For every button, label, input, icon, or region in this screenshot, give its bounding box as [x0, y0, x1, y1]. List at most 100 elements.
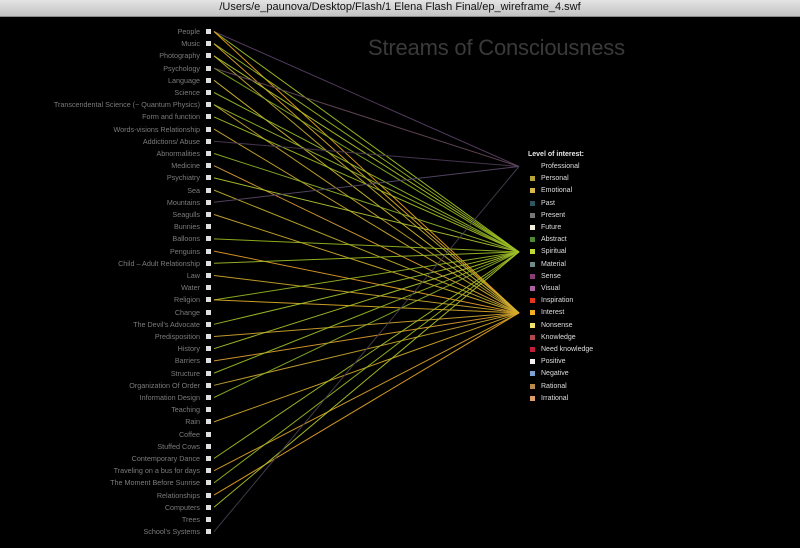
- legend-item[interactable]: Spiritual: [528, 246, 668, 258]
- topic-item[interactable]: Words-visions Relationship: [0, 124, 214, 136]
- legend-item[interactable]: Future: [528, 222, 668, 234]
- topic-item[interactable]: Psychology: [0, 63, 214, 75]
- topic-checkbox[interactable]: [206, 321, 211, 327]
- topic-checkbox[interactable]: [206, 29, 211, 34]
- topic-checkbox[interactable]: [206, 175, 211, 181]
- topic-item[interactable]: Transcendental Science (~ Quantum Physic…: [0, 99, 214, 111]
- topic-checkbox[interactable]: [206, 77, 211, 83]
- topic-item[interactable]: Bunnies: [0, 221, 214, 233]
- topic-checkbox[interactable]: [206, 126, 211, 132]
- topic-item[interactable]: Barriers: [0, 355, 214, 367]
- topic-checkbox[interactable]: [206, 114, 211, 120]
- topic-item[interactable]: Water: [0, 282, 214, 294]
- topic-item[interactable]: Sea: [0, 185, 214, 197]
- topic-checkbox[interactable]: [206, 163, 211, 169]
- topic-item[interactable]: Change: [0, 307, 214, 319]
- topic-checkbox[interactable]: [206, 187, 211, 193]
- legend-item[interactable]: Interest: [528, 307, 668, 319]
- topic-checkbox[interactable]: [206, 480, 211, 486]
- topic-item[interactable]: Traveling on a bus for days: [0, 465, 214, 477]
- topic-item[interactable]: Teaching: [0, 404, 214, 416]
- topic-checkbox[interactable]: [206, 224, 211, 230]
- topic-item[interactable]: Relationships: [0, 490, 214, 502]
- topic-checkbox[interactable]: [206, 382, 211, 388]
- topic-item[interactable]: Addictions/ Abuse: [0, 136, 214, 148]
- topic-checkbox[interactable]: [206, 53, 211, 59]
- topic-item[interactable]: Information Design: [0, 392, 214, 404]
- topic-checkbox[interactable]: [206, 236, 211, 242]
- topic-checkbox[interactable]: [206, 260, 211, 266]
- legend-item[interactable]: Past: [528, 198, 668, 210]
- topic-checkbox[interactable]: [206, 151, 211, 156]
- topic-item[interactable]: Seagulls: [0, 209, 214, 221]
- topic-item[interactable]: Trees: [0, 514, 214, 526]
- topic-checkbox[interactable]: [206, 273, 211, 278]
- legend-item[interactable]: Knowledge: [528, 332, 668, 344]
- legend-item[interactable]: Sense: [528, 271, 668, 283]
- legend-item[interactable]: Positive: [528, 356, 668, 368]
- legend-item[interactable]: Material: [528, 259, 668, 271]
- legend-item[interactable]: Inspiration: [528, 295, 668, 307]
- topic-checkbox[interactable]: [206, 346, 211, 352]
- topic-checkbox[interactable]: [206, 90, 211, 95]
- topic-item[interactable]: Religion: [0, 294, 214, 306]
- topic-checkbox[interactable]: [206, 212, 211, 217]
- legend-item[interactable]: Nonsense: [528, 320, 668, 332]
- legend-item[interactable]: Abstract: [528, 234, 668, 246]
- topic-checkbox[interactable]: [206, 65, 211, 71]
- topic-checkbox[interactable]: [206, 456, 211, 461]
- topic-checkbox[interactable]: [206, 370, 211, 376]
- topic-checkbox[interactable]: [206, 297, 211, 303]
- legend-item[interactable]: Emotional: [528, 185, 668, 197]
- topic-item[interactable]: Science: [0, 87, 214, 99]
- topic-item[interactable]: People: [0, 26, 214, 38]
- topic-item[interactable]: Medicine: [0, 160, 214, 172]
- topic-checkbox[interactable]: [206, 492, 211, 498]
- topic-item[interactable]: School's Systems: [0, 526, 214, 538]
- topic-item[interactable]: Computers: [0, 502, 214, 514]
- topic-item[interactable]: Psychiatry: [0, 172, 214, 184]
- topic-item[interactable]: Rain: [0, 416, 214, 428]
- legend-item[interactable]: Negative: [528, 368, 668, 380]
- topic-checkbox[interactable]: [206, 334, 211, 339]
- topic-item[interactable]: The Devil's Advocate: [0, 319, 214, 331]
- topic-checkbox[interactable]: [206, 468, 211, 474]
- legend-item[interactable]: Rational: [528, 381, 668, 393]
- topic-item[interactable]: The Moment Before Sunrise: [0, 477, 214, 489]
- topic-checkbox[interactable]: [206, 285, 211, 291]
- topic-checkbox[interactable]: [206, 395, 211, 400]
- topic-checkbox[interactable]: [206, 529, 211, 535]
- topic-item[interactable]: Organization Of Order: [0, 380, 214, 392]
- topic-checkbox[interactable]: [206, 419, 211, 425]
- topic-item[interactable]: Photography: [0, 50, 214, 62]
- topic-checkbox[interactable]: [206, 407, 211, 413]
- topic-item[interactable]: Coffee: [0, 429, 214, 441]
- legend-item[interactable]: Visual: [528, 283, 668, 295]
- topic-checkbox[interactable]: [206, 517, 211, 522]
- legend-item[interactable]: Irrational: [528, 393, 668, 405]
- topic-checkbox[interactable]: [206, 248, 211, 254]
- topic-checkbox[interactable]: [206, 443, 211, 449]
- topic-checkbox[interactable]: [206, 102, 211, 108]
- topic-item[interactable]: Mountains: [0, 197, 214, 209]
- topic-checkbox[interactable]: [206, 309, 211, 315]
- legend-item[interactable]: Personal: [528, 173, 668, 185]
- topic-checkbox[interactable]: [206, 504, 211, 510]
- topic-checkbox[interactable]: [206, 358, 211, 364]
- legend-item[interactable]: Professional: [528, 161, 668, 173]
- topic-item[interactable]: Law: [0, 270, 214, 282]
- topic-checkbox[interactable]: [206, 199, 211, 205]
- topic-item[interactable]: Contemporary Dance: [0, 453, 214, 465]
- topic-item[interactable]: Structure: [0, 368, 214, 380]
- topic-checkbox[interactable]: [206, 431, 211, 437]
- topic-item[interactable]: Child – Adult Relationship: [0, 258, 214, 270]
- topic-item[interactable]: Stuffed Cows: [0, 441, 214, 453]
- topic-item[interactable]: Penguins: [0, 246, 214, 258]
- topic-item[interactable]: History: [0, 343, 214, 355]
- topic-item[interactable]: Balloons: [0, 233, 214, 245]
- topic-item[interactable]: Abnormalities: [0, 148, 214, 160]
- window-titlebar[interactable]: /Users/e_paunova/Desktop/Flash/1 Elena F…: [0, 0, 800, 17]
- topic-checkbox[interactable]: [206, 41, 211, 47]
- topic-item[interactable]: Music: [0, 38, 214, 50]
- topic-checkbox[interactable]: [206, 138, 211, 144]
